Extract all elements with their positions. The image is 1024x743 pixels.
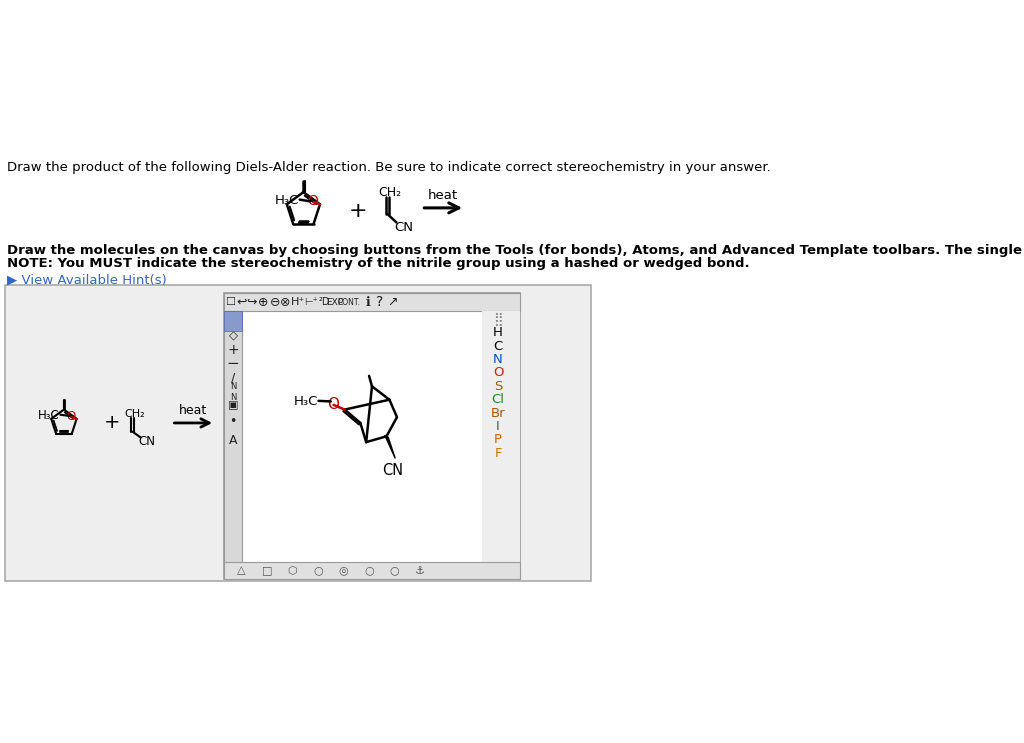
Text: N: N: [494, 353, 503, 366]
Text: CH₂: CH₂: [378, 186, 401, 198]
Text: O: O: [493, 366, 504, 380]
Text: ⊖: ⊖: [269, 296, 281, 308]
Text: □: □: [261, 565, 272, 576]
Polygon shape: [385, 435, 395, 458]
Text: Cl: Cl: [492, 393, 505, 406]
Text: F: F: [495, 447, 502, 460]
Text: heat: heat: [428, 189, 458, 202]
Bar: [224, 311, 243, 577]
Text: heat: heat: [179, 404, 207, 417]
Text: H₃C: H₃C: [274, 194, 299, 207]
Text: O: O: [307, 195, 318, 208]
Text: ○: ○: [365, 565, 374, 576]
Text: H⁺: H⁺: [291, 297, 305, 307]
Text: ○: ○: [313, 565, 323, 576]
Text: ◎: ◎: [339, 565, 348, 576]
Text: ▣: ▣: [227, 400, 239, 410]
Text: I: I: [497, 420, 500, 433]
Text: S: S: [494, 380, 503, 393]
Text: ⊗: ⊗: [281, 296, 291, 308]
Text: ⚓: ⚓: [415, 565, 425, 576]
Text: EXP: EXP: [326, 297, 343, 307]
Text: C: C: [494, 340, 503, 353]
Text: Draw the molecules on the canvas by choosing buttons from the Tools (for bonds),: Draw the molecules on the canvas by choo…: [7, 244, 1024, 257]
Text: Br: Br: [490, 406, 506, 420]
Text: O: O: [67, 410, 76, 423]
Text: ▶ View Available Hint(s): ▶ View Available Hint(s): [7, 273, 167, 286]
Text: CONT.: CONT.: [338, 297, 360, 307]
Text: CH₂: CH₂: [125, 409, 145, 419]
Text: Draw the product of the following Diels-Alder reaction. Be sure to indicate corr: Draw the product of the following Diels-…: [7, 161, 771, 175]
Bar: [5, 285, 591, 581]
Text: ⊢⁺: ⊢⁺: [304, 297, 317, 307]
Text: A: A: [228, 434, 238, 447]
Text: +: +: [103, 413, 121, 432]
Bar: [224, 562, 520, 579]
Bar: [224, 293, 520, 311]
Text: CN: CN: [382, 463, 402, 478]
Text: +: +: [227, 343, 239, 357]
Text: ℹ: ℹ: [366, 296, 371, 308]
Text: H: H: [494, 326, 503, 340]
Text: ⊕: ⊕: [258, 296, 268, 308]
Text: △: △: [237, 565, 246, 576]
Text: ☐: ☐: [224, 297, 234, 307]
Text: •: •: [229, 415, 237, 428]
Text: ⬡: ⬡: [288, 565, 297, 576]
Bar: [243, 311, 482, 577]
Text: CN: CN: [394, 221, 413, 233]
Text: O: O: [327, 397, 339, 412]
Text: ⬚: ⬚: [227, 314, 239, 323]
Bar: [224, 293, 520, 579]
Text: ○: ○: [390, 565, 399, 576]
Text: ◇: ◇: [228, 329, 238, 343]
Text: P: P: [495, 433, 502, 447]
Text: ↪: ↪: [247, 296, 257, 308]
Text: N
N: N N: [229, 383, 237, 402]
Text: ⣿: ⣿: [494, 312, 503, 325]
Text: H₃C: H₃C: [294, 395, 317, 408]
Text: ²D: ²D: [318, 297, 330, 307]
Bar: [224, 311, 243, 331]
Text: /: /: [231, 371, 236, 384]
Text: ?: ?: [376, 295, 383, 309]
Text: ↩: ↩: [236, 296, 247, 308]
Bar: [482, 311, 520, 577]
Text: −: −: [226, 356, 240, 372]
Text: CN: CN: [138, 435, 156, 448]
Text: +: +: [349, 201, 368, 221]
Text: NOTE: You MUST indicate the stereochemistry of the nitrile group using a hashed : NOTE: You MUST indicate the stereochemis…: [7, 257, 750, 270]
Text: H₃C: H₃C: [38, 409, 59, 422]
Text: ↗: ↗: [387, 296, 397, 308]
